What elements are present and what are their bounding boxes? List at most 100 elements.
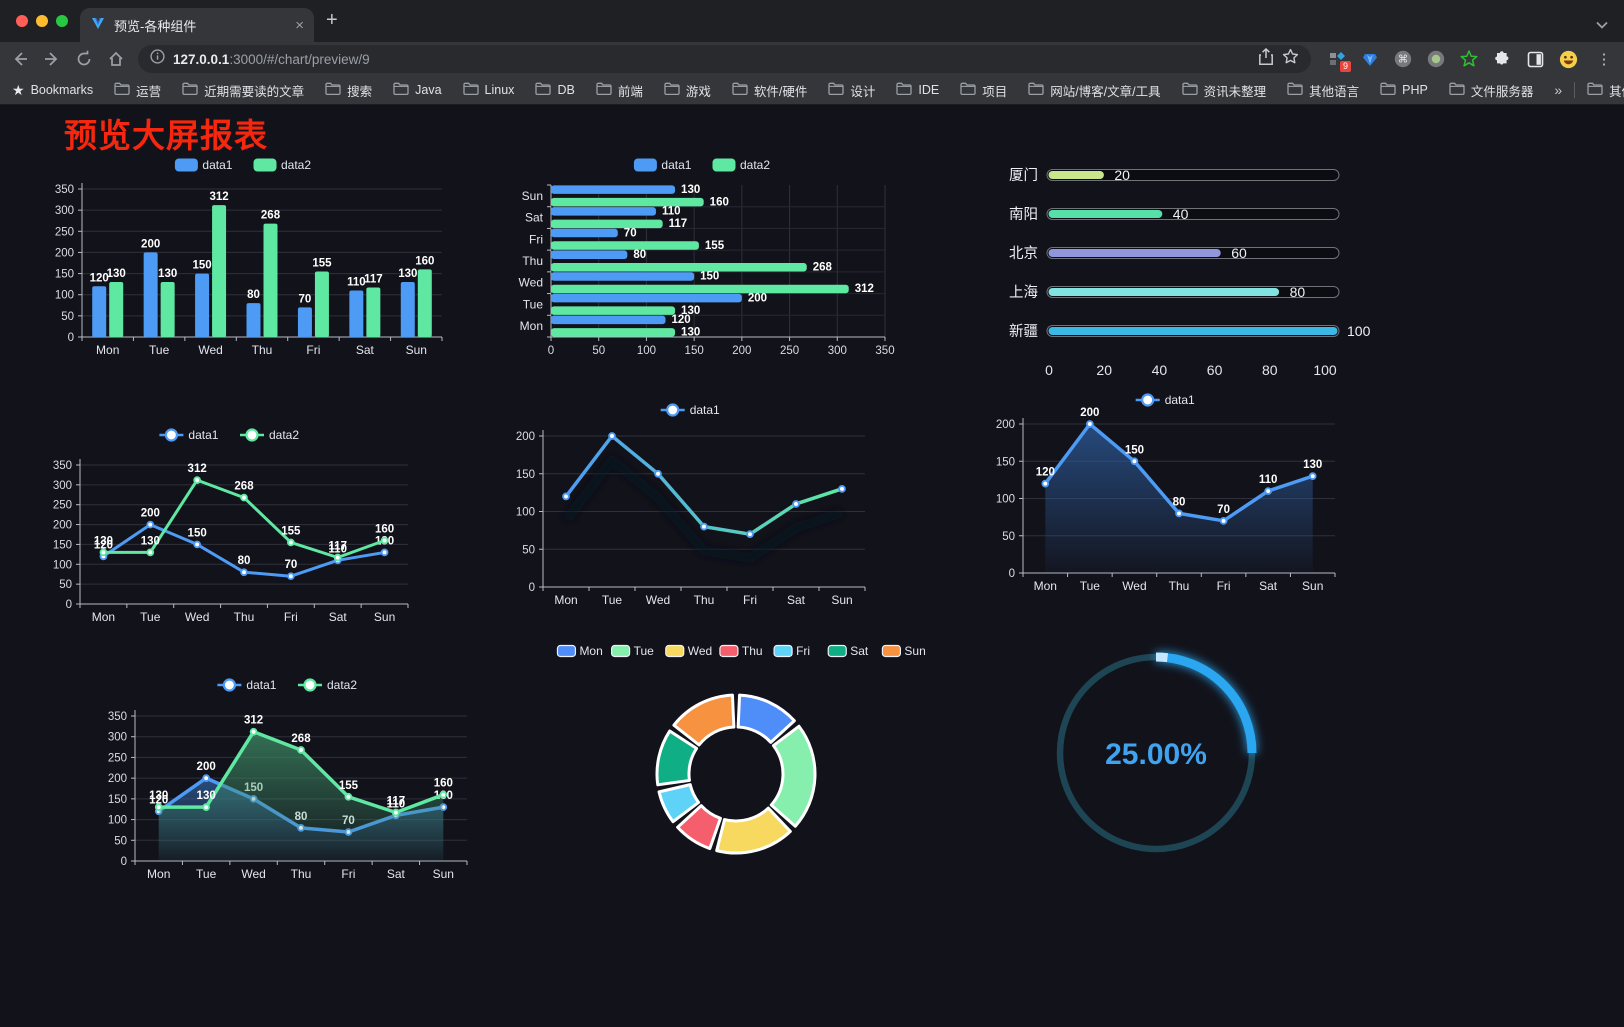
svg-text:Sat: Sat [356, 343, 375, 357]
svg-text:Sat: Sat [525, 211, 544, 225]
svg-text:Mon: Mon [96, 343, 119, 357]
bookmark-folder-item[interactable]: Linux [462, 82, 514, 98]
reload-icon[interactable] [74, 49, 94, 69]
svg-text:150: 150 [188, 527, 207, 539]
folder-icon [960, 82, 976, 98]
gradient-line-chart[interactable]: 0 50 100 150 200 Mon Tue Wed Thu Fri Sat Sun data1 [503, 394, 881, 612]
bookmark-star-icon[interactable] [1282, 48, 1299, 70]
svg-text:150: 150 [516, 469, 535, 481]
bookmark-folder-item[interactable]: 资讯未整理 [1181, 81, 1266, 100]
bookmark-folder-item[interactable]: 网站/博客/文章/工具 [1028, 81, 1161, 100]
ext-star-icon[interactable] [1459, 49, 1479, 69]
bookmark-folder-item[interactable]: 文件服务器 [1449, 81, 1533, 100]
ext-record-icon[interactable] [1426, 49, 1446, 69]
svg-text:40: 40 [1173, 206, 1189, 222]
two-area-chart[interactable]: 0 50 100 150 200 250 300 350 Mon Tue Wed Thu Fri Sat S… [95, 669, 483, 891]
bookmark-folder-item[interactable]: PHP [1380, 82, 1428, 98]
svg-text:⌘: ⌘ [1398, 54, 1409, 66]
svg-text:data2: data2 [740, 158, 770, 172]
svg-text:南阳: 南阳 [1009, 206, 1038, 223]
bookmark-folder-item[interactable]: 运营 [114, 81, 161, 100]
address-bar[interactable]: 127.0.0.1:3000/#/chart/preview/9 [138, 45, 1311, 73]
window-close-button[interactable] [16, 15, 28, 27]
folder-icon [1449, 82, 1465, 98]
svg-text:250: 250 [780, 345, 799, 357]
svg-text:0: 0 [1045, 362, 1053, 378]
svg-text:Tue: Tue [602, 593, 623, 607]
svg-text:120: 120 [672, 314, 691, 326]
svg-text:Thu: Thu [742, 644, 763, 658]
tab-search-chevron-icon[interactable] [1596, 16, 1608, 34]
svg-text:117: 117 [328, 541, 347, 553]
sidebar-toggle-icon[interactable] [1525, 49, 1545, 69]
svg-text:25.00%: 25.00% [1105, 738, 1207, 771]
ext-puzzle-icon[interactable] [1492, 49, 1512, 69]
svg-text:0: 0 [548, 345, 554, 357]
svg-text:250: 250 [108, 752, 127, 764]
svg-text:200: 200 [141, 238, 160, 250]
svg-text:312: 312 [855, 283, 874, 295]
other-bookmarks-folder[interactable]: 其他书签 [1587, 81, 1624, 100]
svg-text:130: 130 [681, 327, 700, 339]
bookmark-folder-item[interactable]: 前端 [596, 81, 643, 100]
svg-text:150: 150 [700, 271, 719, 283]
svg-text:Thu: Thu [694, 593, 715, 607]
svg-text:268: 268 [813, 262, 833, 274]
bookmarks-overflow-chevron[interactable]: » [1554, 82, 1563, 98]
percent-gauge-chart[interactable]: 25.00% [1038, 643, 1282, 867]
svg-text:Sat: Sat [850, 644, 869, 658]
svg-text:Sat: Sat [329, 610, 348, 624]
grouped-hbar-chart[interactable]: 0 50 100 150 200 250 300 350 Sun 130 160 Sat 110 117 F… [505, 149, 903, 367]
bookmark-folder-item[interactable]: IDE [896, 82, 939, 98]
browser-tab[interactable]: 预览-各种组件 × [80, 8, 314, 42]
svg-text:Thu: Thu [522, 254, 543, 268]
svg-text:130: 130 [681, 184, 700, 196]
window-zoom-button[interactable] [56, 15, 68, 27]
ext-kanban-icon[interactable]: 9 [1327, 49, 1351, 72]
url-text: 127.0.0.1:3000/#/chart/preview/9 [173, 52, 370, 67]
browser-menu-icon[interactable]: ⋮ [1596, 51, 1612, 68]
bookmark-folder-item[interactable]: 软件/硬件 [732, 81, 807, 100]
single-area-chart[interactable]: 0 50 100 150 200 Mon Tue Wed Thu Fri Sat Sun 120 200 1… [983, 384, 1351, 599]
home-icon[interactable] [106, 49, 126, 69]
svg-text:300: 300 [55, 205, 74, 217]
svg-text:150: 150 [1125, 444, 1144, 456]
two-line-chart[interactable]: 0 50 100 150 200 250 300 350 Mon Tue Wed Thu Fri Sat S… [40, 419, 422, 637]
svg-text:200: 200 [732, 345, 751, 357]
share-icon[interactable] [1258, 47, 1274, 71]
svg-text:160: 160 [710, 196, 729, 208]
grouped-bar-chart[interactable]: 0 50 100 150 200 250 300 350 Mon Tue Wed Thu Fri Sat S… [40, 149, 450, 364]
back-icon[interactable] [10, 49, 30, 69]
bookmark-folder-item[interactable]: 设计 [828, 81, 875, 100]
bookmark-folder-item[interactable]: DB [535, 82, 575, 98]
week-donut-chart[interactable]: Mon Tue Wed Thu Fri Sat Sun [545, 634, 937, 874]
forward-icon[interactable] [42, 49, 62, 69]
ext-emoji-icon[interactable] [1558, 49, 1578, 69]
bookmark-folder-item[interactable]: 其他语言 [1287, 81, 1359, 100]
site-info-icon[interactable] [150, 49, 165, 69]
bookmark-folder-item[interactable]: 游戏 [664, 81, 711, 100]
bookmark-folder-item[interactable]: 搜索 [325, 81, 372, 100]
svg-text:0: 0 [68, 332, 74, 344]
svg-text:Thu: Thu [234, 610, 255, 624]
svg-text:Sun: Sun [406, 343, 427, 357]
svg-text:Thu: Thu [291, 867, 312, 881]
svg-text:130: 130 [197, 790, 216, 802]
window-minimize-button[interactable] [36, 15, 48, 27]
ext-gem-icon[interactable] [1360, 49, 1380, 69]
city-progress-chart[interactable]: 厦门 20 南阳 40 北京 60 上海 80 新疆 100 0 20 40 60 80 100 [995, 153, 1373, 385]
svg-text:Wed: Wed [185, 610, 209, 624]
tab-close-icon[interactable]: × [295, 16, 304, 34]
svg-text:70: 70 [284, 559, 297, 571]
svg-text:160: 160 [375, 523, 394, 535]
ext-command-icon[interactable]: ⌘ [1393, 49, 1413, 69]
bookmark-folder-item[interactable]: 近期需要读的文章 [182, 81, 304, 100]
svg-text:80: 80 [1262, 362, 1278, 378]
bookmarks-label: Bookmarks [30, 83, 94, 97]
svg-text:50: 50 [522, 544, 535, 556]
svg-text:100: 100 [55, 290, 74, 302]
new-tab-button[interactable]: + [326, 9, 338, 31]
bookmarks-manager-item[interactable]: ★ Bookmarks [12, 82, 93, 99]
bookmark-folder-item[interactable]: 项目 [960, 81, 1007, 100]
bookmark-folder-item[interactable]: Java [393, 82, 442, 98]
